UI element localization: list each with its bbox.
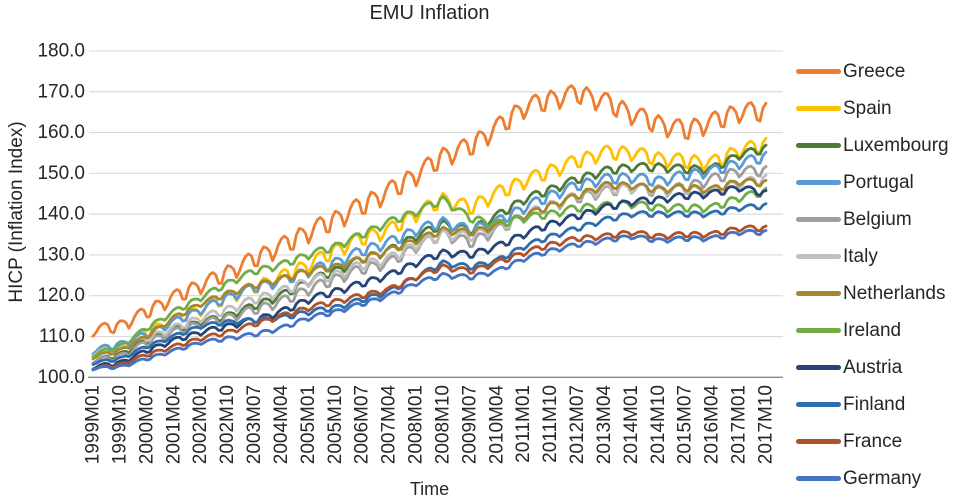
x-tick-label: 2008M01 <box>406 385 427 464</box>
x-tick-label: 1999M10 <box>109 385 130 464</box>
legend-label: Netherlands <box>843 282 946 304</box>
y-tick-label: 130.0 <box>37 244 85 265</box>
legend-item-ireland: Ireland <box>796 312 956 349</box>
legend-label: Portugal <box>843 171 914 193</box>
y-tick-label: 170.0 <box>37 81 85 102</box>
x-tick-label: 2016M04 <box>702 385 723 465</box>
y-tick-label: 160.0 <box>37 122 85 143</box>
y-tick-label: 110.0 <box>39 326 85 347</box>
x-tick-label: 2004M04 <box>271 385 292 465</box>
x-tick-label: 2006M07 <box>352 385 373 464</box>
legend-item-portugal: Portugal <box>796 164 956 201</box>
legend-label: Finland <box>843 393 906 415</box>
legend-label: Austria <box>843 356 903 378</box>
legend-label: Ireland <box>843 319 902 341</box>
series-line-greece <box>91 84 768 338</box>
x-tick-label: 2005M01 <box>298 385 319 464</box>
legend-swatch-finland <box>796 402 841 407</box>
legend-swatch-ireland <box>796 328 841 333</box>
legend-label: France <box>843 430 903 452</box>
legend-swatch-portugal <box>796 180 841 185</box>
series-line-finland <box>91 202 768 367</box>
x-tick-label: 2000M07 <box>136 385 157 464</box>
legend-swatch-italy <box>796 254 841 259</box>
x-tick-label: 2009M07 <box>459 385 480 464</box>
legend: Greece Spain Luxembourg Portugal Belgium Ital… <box>796 53 956 497</box>
legend-label: Italy <box>843 245 878 267</box>
y-tick-label: 140.0 <box>37 204 85 225</box>
series-line-ireland <box>91 186 768 359</box>
x-tick-label: 2007M04 <box>379 385 400 465</box>
series-line-portugal <box>91 150 768 356</box>
legend-swatch-france <box>796 439 841 444</box>
y-tick-label: 180.0 <box>37 41 85 62</box>
x-tick-label: 2002M10 <box>217 385 238 464</box>
x-tick-label: 2005M10 <box>325 385 346 464</box>
x-tick-label: 2013M04 <box>594 385 615 465</box>
series-line-austria <box>91 185 768 371</box>
x-tick-label: 2011M01 <box>513 385 534 463</box>
x-tick-label: 2010M04 <box>486 385 507 465</box>
y-tick-label: 100.0 <box>37 367 85 388</box>
x-tick-label: 2017M10 <box>756 385 777 464</box>
x-tick-label: 2012M07 <box>567 385 588 464</box>
legend-label: Belgium <box>843 208 912 230</box>
x-tick-label: 2014M01 <box>621 385 642 464</box>
legend-label: Luxembourg <box>843 134 949 156</box>
legend-item-finland: Finland <box>796 386 956 423</box>
y-tick-label: 120.0 <box>37 285 85 306</box>
series-line-belgium <box>91 164 768 366</box>
legend-item-belgium: Belgium <box>796 201 956 238</box>
series-line-france <box>91 224 768 372</box>
legend-swatch-germany <box>796 476 841 481</box>
legend-item-france: France <box>796 423 956 460</box>
x-tick-label: 2015M07 <box>675 385 696 464</box>
legend-swatch-greece <box>796 69 841 74</box>
legend-item-luxembourg: Luxembourg <box>796 127 956 164</box>
series-line-germany <box>91 228 768 372</box>
chart-title: EMU Inflation <box>369 2 490 24</box>
legend-swatch-austria <box>796 365 841 370</box>
legend-swatch-netherlands <box>796 291 841 296</box>
legend-item-netherlands: Netherlands <box>796 275 956 312</box>
legend-label: Germany <box>843 467 922 489</box>
legend-swatch-belgium <box>796 217 841 222</box>
legend-swatch-luxembourg <box>796 143 841 148</box>
legend-item-greece: Greece <box>796 53 956 90</box>
x-tick-label: 2017M01 <box>729 385 750 464</box>
legend-item-germany: Germany <box>796 460 956 497</box>
x-tick-label: 2011M10 <box>540 385 561 463</box>
legend-label: Spain <box>843 97 892 119</box>
x-tick-label: 2001M04 <box>163 385 184 465</box>
legend-item-spain: Spain <box>796 90 956 127</box>
x-tick-label: 2008M10 <box>433 385 454 464</box>
y-tick-label: 150.0 <box>37 163 85 184</box>
legend-item-austria: Austria <box>796 349 956 386</box>
x-axis-title: Time <box>409 479 450 499</box>
x-tick-label: 2003M07 <box>244 385 265 464</box>
x-tick-label: 2014M10 <box>648 385 669 464</box>
legend-item-italy: Italy <box>796 238 956 275</box>
series-line-netherlands <box>91 177 768 361</box>
x-tick-label: 2002M01 <box>190 385 211 464</box>
legend-swatch-spain <box>796 106 841 111</box>
x-tick-label: 1999M01 <box>83 385 104 464</box>
legend-label: Greece <box>843 60 906 82</box>
